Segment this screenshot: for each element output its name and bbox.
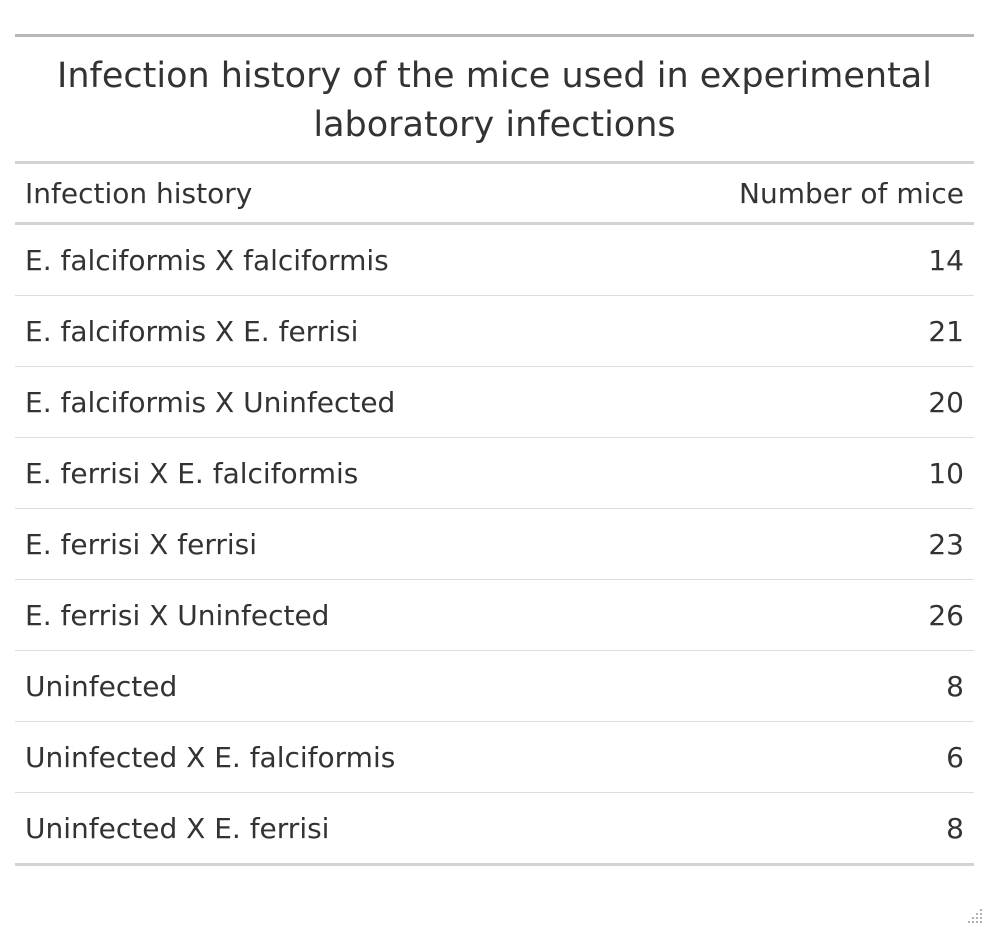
- infection-history-cell: Uninfected X E. ferrisi: [25, 811, 330, 845]
- number-of-mice-cell: 8: [946, 811, 964, 845]
- infection-history-cell: E. falciformis X falciformis: [25, 243, 389, 277]
- column-header-number-of-mice: Number of mice: [739, 176, 964, 210]
- table-body: E. falciformis X falciformis 14 E. falci…: [15, 225, 974, 866]
- number-of-mice-cell: 8: [946, 669, 964, 703]
- number-of-mice-cell: 14: [928, 243, 964, 277]
- table-top-rule: [15, 34, 974, 37]
- resize-grip-graphic: [968, 909, 982, 923]
- infection-history-cell: E. falciformis X E. ferrisi: [25, 314, 359, 348]
- table-title: Infection history of the mice used in ex…: [57, 56, 932, 145]
- infection-history-cell: E. falciformis X Uninfected: [25, 385, 396, 419]
- number-of-mice-cell: 6: [946, 740, 964, 774]
- column-header-infection-history: Infection history: [25, 176, 253, 210]
- number-of-mice-cell: 21: [928, 314, 964, 348]
- infection-history-cell: E. ferrisi X Uninfected: [25, 598, 330, 632]
- table-row: Uninfected X E. falciformis 6: [15, 722, 974, 793]
- data-table: Infection history of the mice used in ex…: [15, 34, 974, 866]
- table-row: E. falciformis X falciformis 14: [15, 225, 974, 296]
- infection-history-cell: Uninfected: [25, 669, 178, 703]
- number-of-mice-cell: 23: [928, 527, 964, 561]
- infection-history-cell: Uninfected X E. falciformis: [25, 740, 396, 774]
- table-header-row: Infection history Number of mice: [15, 164, 974, 225]
- table-row: Uninfected X E. ferrisi 8: [15, 793, 974, 866]
- number-of-mice-cell: 20: [928, 385, 964, 419]
- infection-history-cell: E. ferrisi X ferrisi: [25, 527, 257, 561]
- table-row: E. falciformis X Uninfected 20: [15, 367, 974, 438]
- table-row: E. ferrisi X Uninfected 26: [15, 580, 974, 651]
- resize-grip-icon[interactable]: [962, 903, 984, 925]
- table-row: Uninfected 8: [15, 651, 974, 722]
- infection-history-cell: E. ferrisi X E. falciformis: [25, 456, 359, 490]
- number-of-mice-cell: 26: [928, 598, 964, 632]
- table-row: E. falciformis X E. ferrisi 21: [15, 296, 974, 367]
- table-row: E. ferrisi X ferrisi 23: [15, 509, 974, 580]
- table-row: E. ferrisi X E. falciformis 10: [15, 438, 974, 509]
- title-divider: [15, 161, 974, 164]
- number-of-mice-cell: 10: [928, 456, 964, 490]
